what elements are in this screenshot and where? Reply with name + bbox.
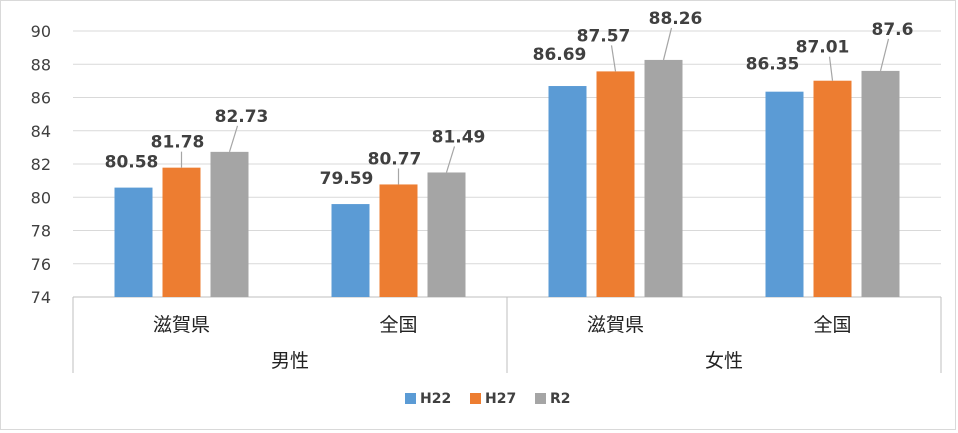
data-label: 88.26 (649, 9, 703, 29)
data-label: 79.59 (320, 169, 374, 189)
category-label: 全国 (379, 314, 417, 336)
data-label: 80.77 (368, 149, 422, 169)
y-tick-label: 74 (31, 288, 51, 307)
y-tick-label: 88 (31, 55, 51, 74)
bar-h22 (548, 86, 587, 297)
group-label: 女性 (705, 350, 743, 372)
legend-swatch-r2 (535, 393, 546, 404)
data-label: 86.69 (533, 45, 587, 65)
bar-h22 (765, 91, 804, 298)
legend-label: R2 (550, 391, 571, 407)
y-tick-label: 86 (31, 89, 51, 108)
category-label: 滋賀県 (587, 314, 644, 336)
data-label-leader (879, 38, 890, 72)
bar-r2 (210, 151, 249, 297)
legend-swatch-h22 (405, 393, 416, 404)
bar-h22 (331, 204, 370, 297)
data-label-leader (445, 146, 456, 173)
y-tick-label: 78 (31, 222, 51, 241)
legend-label: H27 (485, 391, 516, 407)
data-label-leader (662, 27, 673, 61)
bar-h22 (114, 187, 153, 297)
legend-swatch-h27 (470, 393, 481, 404)
data-label: 81.78 (151, 133, 205, 153)
y-tick-label: 76 (31, 255, 51, 274)
bar-h27 (162, 167, 201, 297)
data-label: 86.35 (746, 55, 800, 75)
category-label: 滋賀県 (153, 314, 210, 336)
legend-label: H22 (420, 391, 451, 407)
bar-r2 (861, 70, 900, 298)
group-label: 男性 (271, 350, 309, 372)
bar-h27 (596, 71, 635, 298)
data-label: 82.73 (215, 107, 269, 127)
data-label-leader (610, 45, 617, 72)
category-label: 全国 (813, 314, 851, 336)
bar-h27 (813, 80, 852, 298)
y-tick-label: 82 (31, 155, 51, 174)
data-label-leader (828, 56, 834, 81)
data-label: 87.57 (577, 26, 631, 46)
bar-r2 (427, 172, 466, 297)
y-tick-label: 84 (31, 122, 51, 141)
y-tick-label: 90 (31, 22, 51, 41)
bar-r2 (644, 59, 683, 297)
data-label: 81.49 (432, 127, 486, 147)
data-label: 80.58 (105, 153, 159, 173)
data-label: 87.01 (796, 38, 850, 58)
data-label-leader (228, 125, 239, 153)
bar-h27 (379, 184, 418, 297)
data-label: 87.6 (872, 20, 914, 40)
y-tick-label: 80 (31, 188, 51, 207)
